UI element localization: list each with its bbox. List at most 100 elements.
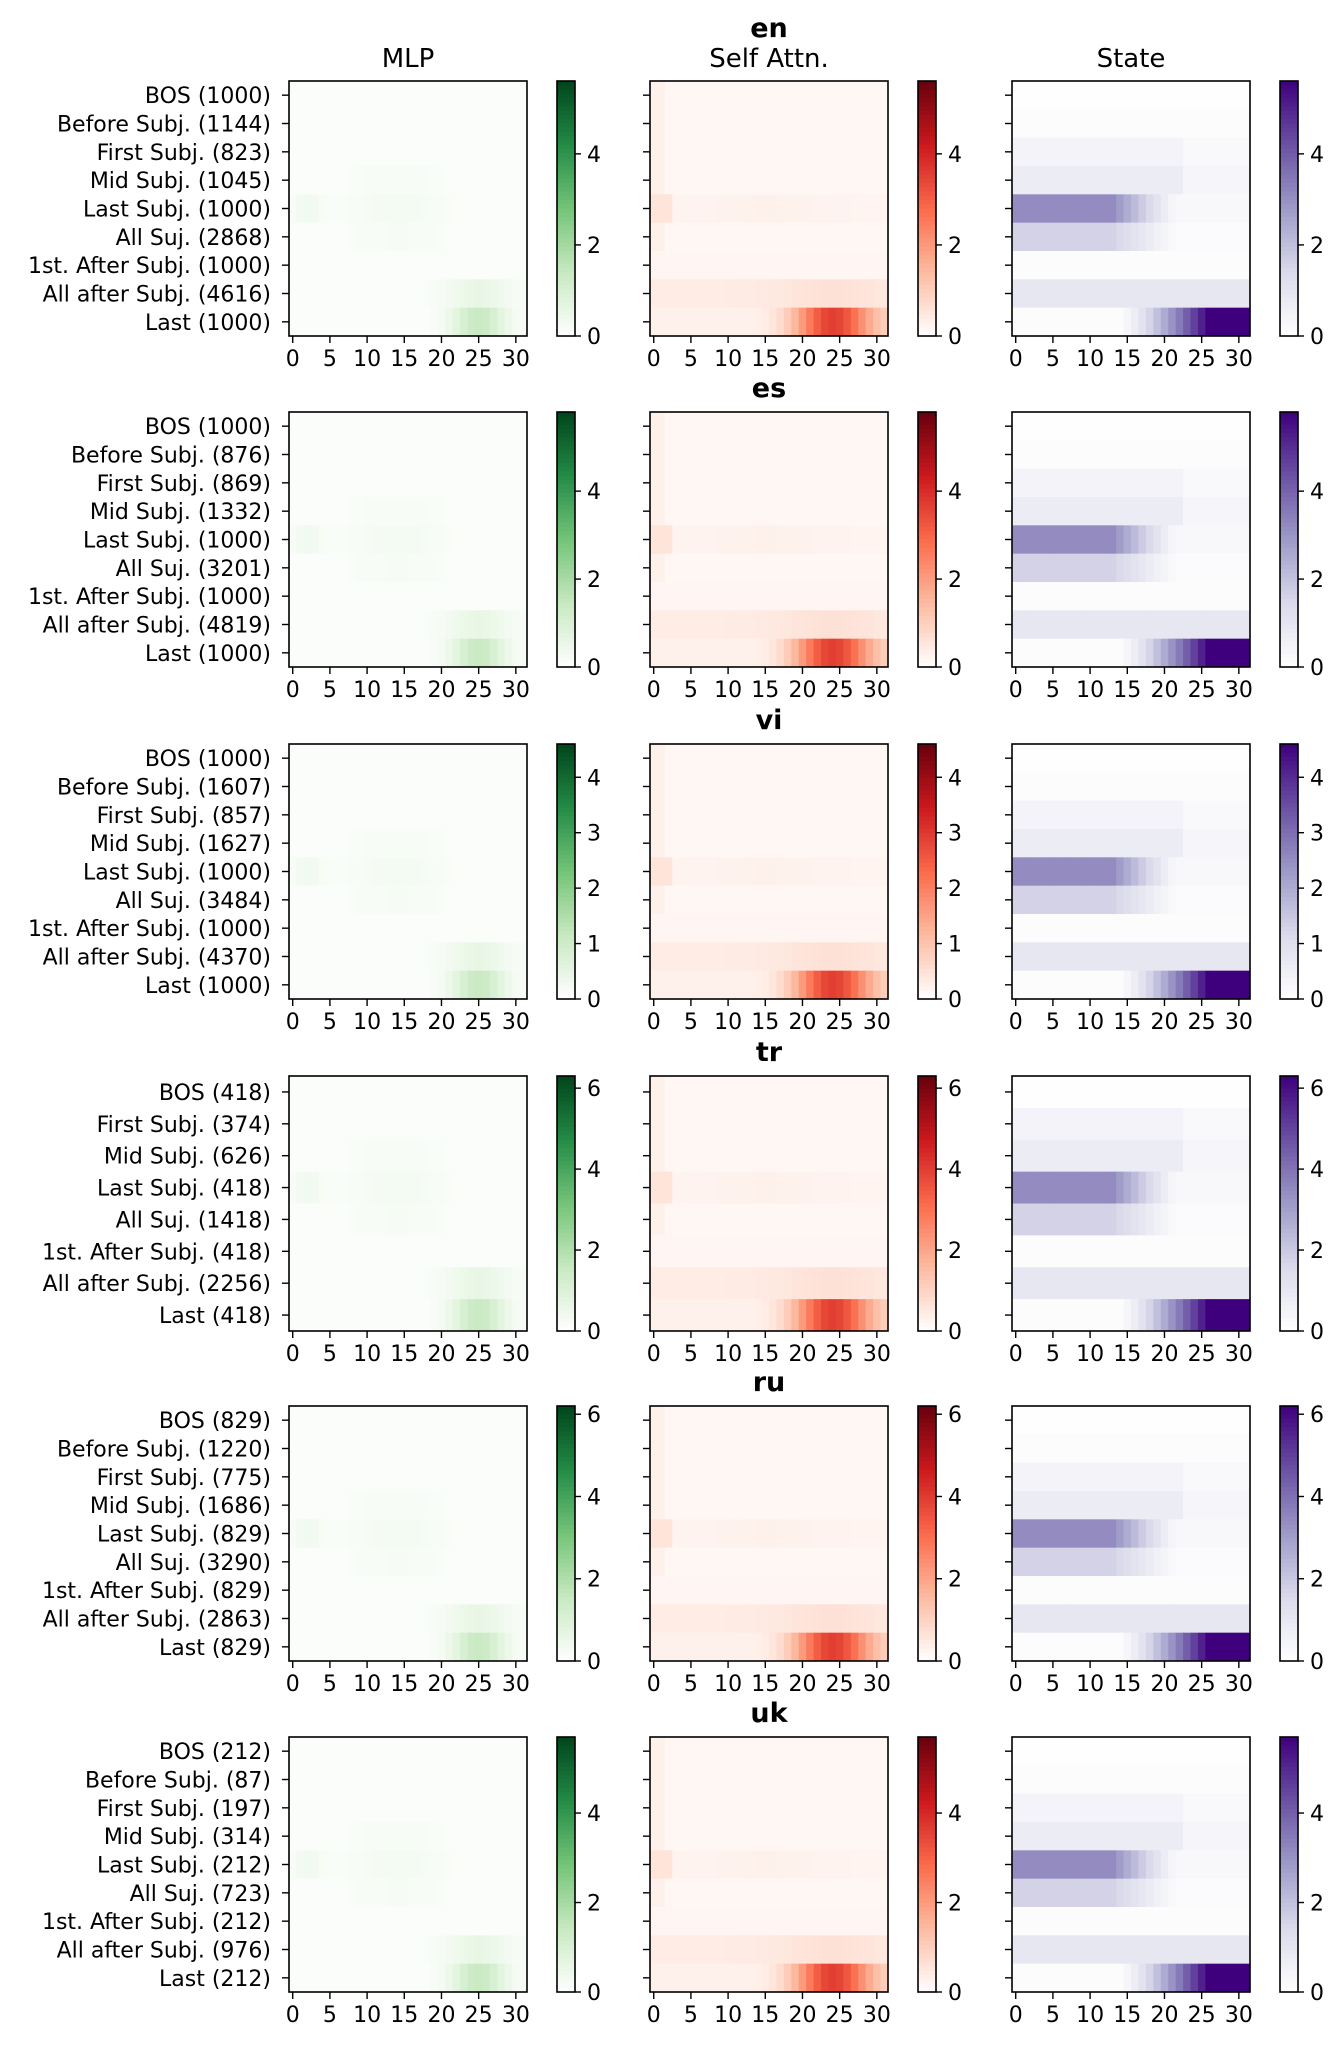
heatmap-cell	[880, 1406, 889, 1435]
heatmap-cell	[519, 525, 528, 555]
heatmap-cell	[519, 109, 528, 139]
heatmap-cell	[422, 914, 431, 943]
heatmap-cell	[1235, 1203, 1243, 1236]
heatmap-cell	[393, 1434, 401, 1464]
row-label: All after Subj. (4616)	[43, 283, 271, 308]
heatmap-cell	[303, 222, 312, 252]
heatmap-cell	[679, 942, 688, 972]
heatmap-cell	[385, 582, 394, 611]
heatmap-cell	[739, 610, 748, 640]
heatmap-cell	[326, 1107, 335, 1141]
heatmap-cell	[1138, 1267, 1147, 1300]
colorbar-segment	[1280, 85, 1298, 90]
heatmap-cell	[716, 137, 725, 167]
heatmap-cell	[1183, 772, 1191, 802]
heatmap-cell	[858, 166, 867, 195]
heatmap-cell	[1093, 1107, 1102, 1141]
heatmap-cell	[835, 251, 844, 280]
colorbar-segment	[918, 905, 936, 911]
heatmap-cell	[835, 744, 844, 773]
colorbar-segment	[557, 863, 575, 868]
heatmap-cell	[1220, 800, 1229, 830]
heatmap-cell	[1168, 525, 1177, 555]
heatmap-cell	[1212, 942, 1221, 972]
heatmap-cell	[1093, 1267, 1102, 1300]
heatmap-cell	[1183, 525, 1191, 555]
heatmap-cell	[1056, 440, 1065, 470]
heatmap-cell	[1131, 440, 1139, 470]
heatmap-cell	[769, 885, 777, 915]
heatmap-cell	[348, 1107, 357, 1141]
colorbar-segment	[557, 662, 575, 668]
heatmap-cell	[504, 1547, 513, 1577]
heatmap-cell	[1205, 1076, 1214, 1109]
heatmap-cell	[489, 1171, 498, 1204]
heatmap-cell	[798, 610, 807, 640]
heatmap-cell	[687, 800, 696, 830]
heatmap-cell	[1235, 440, 1243, 470]
heatmap-cell	[1078, 1203, 1087, 1236]
heatmap-cell	[1190, 970, 1199, 1000]
heatmap-cell	[1071, 914, 1080, 943]
heatmap-cell	[452, 497, 461, 526]
colorbar-segment	[1280, 323, 1298, 328]
heatmap-cell	[1026, 1139, 1035, 1173]
colorbar-segment	[918, 560, 936, 566]
colorbar-segment	[1280, 803, 1298, 809]
colorbar-segment	[557, 569, 575, 574]
heatmap-cell	[754, 137, 762, 167]
language-title: vi	[756, 705, 783, 736]
heatmap-cell	[702, 885, 710, 915]
colorbar-segment	[1280, 1301, 1298, 1306]
heatmap-cell	[1175, 610, 1184, 640]
heatmap-cell	[761, 1203, 770, 1236]
heatmap-cell	[1093, 610, 1102, 640]
heatmap-cell	[1242, 137, 1251, 167]
heatmap-cell	[1041, 1139, 1050, 1173]
heatmap-cell	[1131, 942, 1139, 972]
heatmap-cell	[474, 109, 483, 139]
heatmap-cell	[1175, 1203, 1184, 1236]
heatmap-cell	[1138, 582, 1147, 611]
heatmap-cell	[1242, 582, 1251, 611]
heatmap-cell	[393, 970, 401, 1000]
heatmap-cell	[739, 497, 748, 526]
heatmap-cell	[761, 1171, 770, 1204]
heatmap-cell	[1138, 553, 1147, 583]
x-tick-label: 0	[647, 1342, 661, 1367]
heatmap-cell	[489, 1235, 498, 1268]
heatmap-cell	[1220, 497, 1229, 526]
heatmap-cell	[1019, 194, 1028, 224]
colorbar-tick-label: 1	[587, 933, 601, 958]
heatmap-cell	[1078, 1171, 1087, 1204]
heatmap-cell	[776, 582, 785, 611]
heatmap-cell	[761, 942, 770, 972]
heatmap-cell	[437, 222, 446, 252]
colorbar-segment	[918, 1301, 936, 1306]
heatmap-cell	[1131, 166, 1139, 195]
heatmap-cell	[865, 829, 874, 858]
colorbar-segment	[557, 1478, 575, 1483]
heatmap-cell	[702, 857, 710, 887]
heatmap-cell	[474, 610, 483, 640]
heatmap-cell	[467, 1171, 476, 1204]
heatmap-cell	[370, 497, 379, 526]
heatmap-cell	[865, 137, 874, 167]
heatmap-cell	[716, 222, 725, 252]
heatmap-cell	[1190, 307, 1199, 337]
colorbar-segment	[1280, 531, 1298, 536]
heatmap-cell	[482, 497, 491, 526]
heatmap-cell	[482, 468, 491, 498]
heatmap-cell	[716, 744, 725, 773]
heatmap-cell	[1093, 525, 1102, 555]
heatmap-cell	[873, 772, 881, 802]
heatmap-cell	[1026, 553, 1035, 583]
heatmap-cell	[687, 744, 696, 773]
heatmap-cell	[724, 582, 733, 611]
heatmap-cell	[850, 1171, 859, 1204]
heatmap-cell	[776, 222, 785, 252]
heatmap-cell	[311, 137, 320, 167]
heatmap-cell	[1227, 412, 1236, 441]
heatmap-cell	[1108, 610, 1117, 640]
heatmap-cell	[474, 194, 483, 224]
